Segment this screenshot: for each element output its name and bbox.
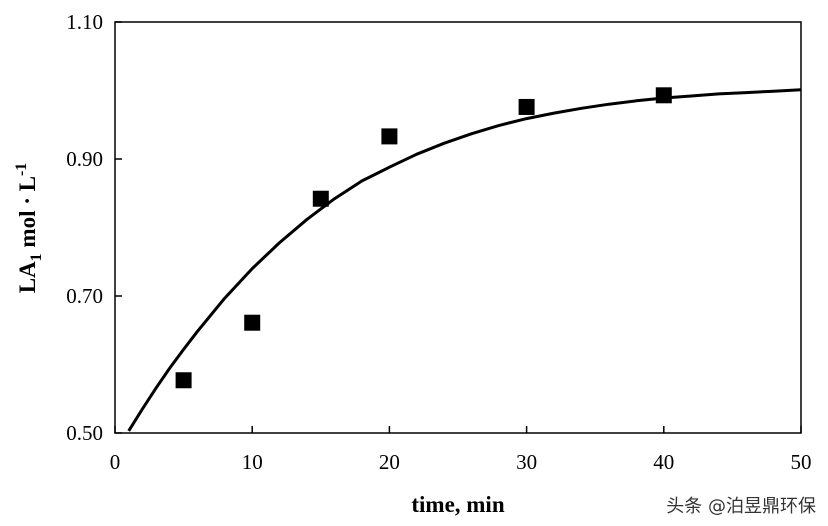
x-tick-label: 10: [242, 450, 263, 474]
data-point-square: [312, 190, 329, 207]
y-tick-label: 0.50: [66, 421, 103, 445]
y-tick-label: 0.90: [66, 147, 103, 171]
y-axis-title-superscript: -1: [13, 163, 30, 176]
x-tick-label: 50: [791, 450, 812, 474]
data-point-square: [518, 98, 535, 115]
fit-curve-line: [127, 88, 802, 432]
y-tick-label: 0.70: [66, 284, 103, 308]
x-tick-label: 30: [516, 450, 537, 474]
data-point-square: [175, 372, 192, 389]
y-tick-label: 1.10: [66, 10, 103, 34]
data-point-square: [655, 87, 672, 104]
y-axis-title-main: LA: [15, 261, 40, 293]
y-axis-title-unit: mol · L: [15, 176, 40, 253]
plot-area-frame: [114, 21, 802, 434]
x-tick-label: 0: [110, 450, 121, 474]
y-axis-title: LA1 mol · L-1: [13, 163, 45, 294]
x-tick-label: 20: [379, 450, 400, 474]
y-axis-title-subscript: 1: [28, 253, 45, 261]
x-axis-title: time, min: [411, 492, 504, 517]
data-point-square: [381, 128, 398, 145]
x-tick-label: 40: [653, 450, 674, 474]
watermark: 头条 @泊昱鼎环保: [666, 496, 816, 517]
data-point-square: [244, 314, 261, 331]
